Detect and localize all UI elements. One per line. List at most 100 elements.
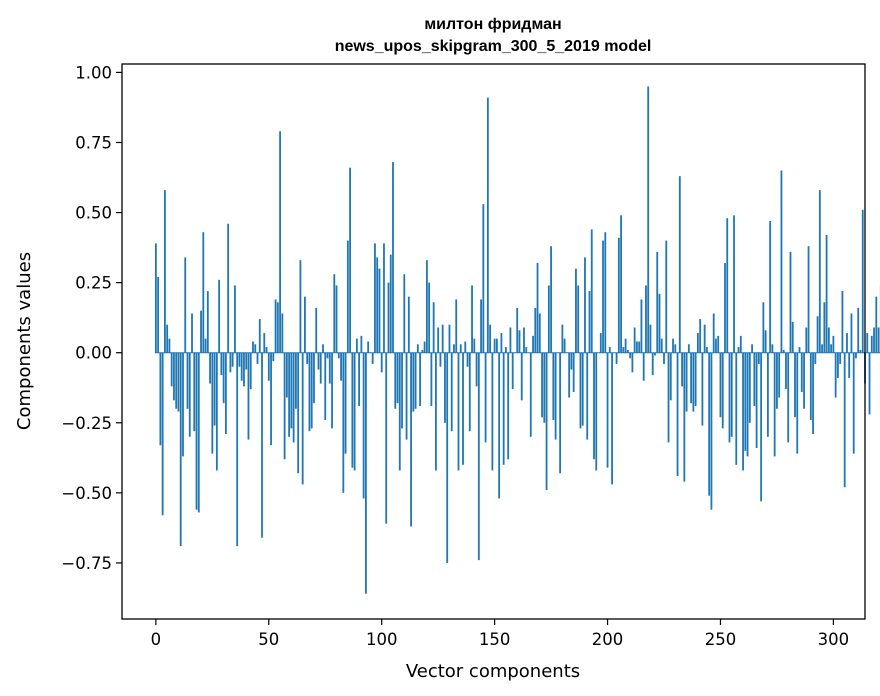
bar bbox=[832, 335, 835, 353]
bar bbox=[317, 352, 320, 370]
bar bbox=[706, 347, 708, 353]
bar bbox=[748, 352, 751, 423]
y-tick-label: 0.75 bbox=[75, 133, 112, 152]
bar bbox=[800, 352, 803, 392]
x-tick-label: 200 bbox=[592, 630, 624, 649]
bar bbox=[586, 352, 589, 440]
bar bbox=[622, 347, 625, 353]
bar bbox=[385, 352, 388, 524]
bar bbox=[254, 344, 257, 353]
bar bbox=[699, 319, 702, 353]
bar bbox=[529, 352, 532, 437]
bar bbox=[252, 341, 254, 353]
bar bbox=[843, 352, 846, 488]
bar bbox=[462, 352, 464, 465]
bar bbox=[283, 352, 286, 460]
bar bbox=[766, 352, 769, 437]
bar bbox=[624, 338, 627, 353]
bar bbox=[633, 327, 636, 353]
bar bbox=[256, 352, 259, 364]
bar bbox=[701, 352, 704, 426]
bar bbox=[240, 352, 243, 381]
bar bbox=[563, 338, 566, 353]
bar bbox=[340, 352, 342, 381]
y-tick-label: −0.50 bbox=[61, 484, 112, 503]
bar bbox=[276, 302, 279, 353]
bar bbox=[595, 352, 598, 471]
bar bbox=[818, 190, 821, 353]
bar bbox=[507, 352, 510, 460]
bar bbox=[523, 327, 525, 353]
bar bbox=[342, 352, 345, 493]
bar bbox=[812, 352, 814, 434]
bar bbox=[220, 352, 223, 376]
bar bbox=[480, 299, 482, 353]
bar bbox=[265, 347, 268, 353]
bar bbox=[168, 338, 171, 353]
bar bbox=[243, 352, 245, 387]
bar bbox=[602, 240, 604, 353]
bar bbox=[547, 285, 550, 353]
bar bbox=[389, 254, 392, 353]
bar bbox=[335, 285, 338, 353]
bar bbox=[852, 352, 855, 454]
bar bbox=[337, 352, 340, 359]
bar bbox=[511, 352, 514, 390]
bar bbox=[615, 352, 618, 364]
bar bbox=[730, 352, 733, 437]
bar bbox=[367, 341, 370, 353]
bar bbox=[570, 352, 573, 370]
x-tick-label: 0 bbox=[151, 630, 162, 649]
bar bbox=[453, 344, 455, 353]
bar bbox=[398, 352, 401, 471]
bar bbox=[642, 352, 645, 381]
bar bbox=[435, 352, 437, 471]
bar bbox=[238, 352, 241, 367]
bar bbox=[785, 352, 787, 390]
bar bbox=[545, 352, 548, 491]
x-tick-label: 50 bbox=[258, 630, 279, 649]
bar bbox=[787, 352, 790, 443]
bar bbox=[744, 352, 747, 451]
bar bbox=[455, 299, 458, 353]
bar bbox=[629, 352, 632, 359]
bar bbox=[213, 352, 216, 426]
bar bbox=[575, 268, 577, 353]
bar-series bbox=[154, 86, 880, 594]
bar bbox=[425, 260, 428, 353]
bar bbox=[353, 352, 356, 471]
bar bbox=[690, 352, 693, 404]
bar bbox=[322, 344, 324, 353]
bar bbox=[737, 347, 740, 353]
bar bbox=[234, 285, 236, 353]
bar bbox=[626, 349, 629, 353]
x-tick-label: 250 bbox=[705, 630, 737, 649]
bar bbox=[308, 352, 311, 432]
bar bbox=[304, 296, 306, 353]
bar bbox=[374, 243, 376, 353]
bar bbox=[224, 352, 227, 434]
bar bbox=[175, 352, 178, 409]
bar bbox=[536, 263, 539, 353]
bar bbox=[360, 335, 363, 353]
bar bbox=[617, 237, 620, 353]
bar bbox=[715, 338, 717, 353]
bar bbox=[834, 352, 837, 398]
bar bbox=[355, 338, 358, 353]
bar bbox=[498, 352, 501, 499]
y-tick-label: −0.75 bbox=[61, 554, 112, 573]
bar bbox=[432, 302, 435, 353]
bar bbox=[520, 352, 523, 401]
bar bbox=[755, 352, 758, 449]
bar bbox=[195, 352, 198, 510]
bar bbox=[358, 352, 361, 406]
bar bbox=[663, 352, 665, 364]
bar bbox=[636, 341, 638, 353]
bar bbox=[825, 234, 828, 353]
bar bbox=[525, 347, 528, 353]
bar bbox=[764, 330, 767, 353]
bar bbox=[236, 352, 239, 547]
bar bbox=[694, 352, 697, 406]
bar bbox=[387, 282, 390, 353]
